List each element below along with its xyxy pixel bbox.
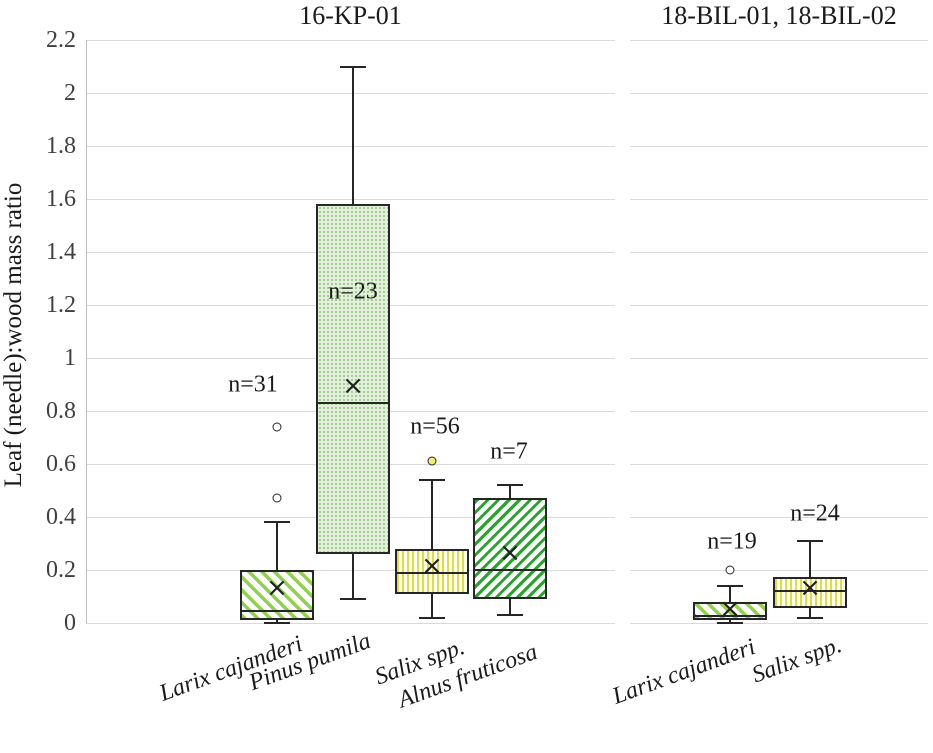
y-tick-label: 0 [64, 610, 76, 636]
whisker-cap-top [264, 521, 290, 524]
whisker-cap-top [340, 65, 366, 68]
y-tick-label: 1.6 [46, 186, 76, 212]
gridline [630, 251, 928, 253]
y-tick-label: 0.8 [46, 398, 76, 424]
whisker-cap-bottom [340, 598, 366, 601]
box-plot-box [773, 576, 847, 609]
whisker-cap-top [419, 478, 445, 481]
n-count-label: n=31 [228, 371, 278, 398]
y-tick-label: 0.4 [46, 504, 76, 530]
mean-marker: × [342, 371, 364, 402]
whisker-cap-top [497, 484, 523, 487]
gridline [86, 569, 615, 571]
mean-marker: × [799, 572, 821, 603]
gridline [630, 622, 928, 624]
whisker-cap-top [717, 584, 743, 587]
x-category-label: Salix spp. [748, 632, 845, 689]
y-tick-label: 1.2 [46, 292, 76, 318]
gridline [630, 198, 928, 200]
gridline [630, 304, 928, 306]
mean-marker: × [499, 538, 521, 569]
panel-title-left: 16-KP-01 [299, 1, 402, 30]
box-plot-box [316, 204, 390, 555]
median-line [773, 590, 847, 593]
y-tick-label: 1.4 [46, 239, 76, 265]
gridline [630, 145, 928, 147]
whisker-cap-bottom [497, 614, 523, 617]
box-plot-box [473, 498, 547, 600]
whisker-cap-bottom [797, 616, 823, 619]
n-count-label: n=24 [790, 500, 840, 527]
n-count-label: n=56 [410, 413, 460, 440]
median-line [473, 569, 547, 571]
y-tick-label: 1 [64, 345, 76, 371]
gridline [86, 622, 615, 624]
box-plot-box [395, 548, 469, 594]
mean-marker: × [719, 593, 741, 624]
panel-title-right: 18-BIL-01, 18-BIL-02 [661, 1, 897, 30]
gridline [630, 569, 928, 571]
median-line [240, 610, 314, 613]
outlier-point [725, 565, 735, 575]
gridline [86, 39, 615, 41]
y-tick-label: 2.2 [46, 27, 76, 53]
gridline [630, 357, 928, 359]
whisker-cap-bottom [419, 616, 445, 619]
gridline [86, 198, 615, 200]
whisker-cap-top [797, 539, 823, 542]
whisker-cap-bottom [264, 622, 290, 624]
x-category-label: Larix cajanderi [609, 634, 759, 710]
outlier-point [427, 456, 437, 466]
n-count-label: n=23 [328, 278, 378, 305]
gridline [630, 39, 928, 41]
gridline [86, 92, 615, 94]
y-tick-label: 1.8 [46, 133, 76, 159]
median-line [395, 571, 469, 574]
whisker [431, 479, 433, 618]
mean-marker: × [266, 572, 288, 603]
outlier-point [272, 422, 282, 432]
n-count-label: n=19 [707, 528, 757, 555]
y-tick-label: 0.2 [46, 557, 76, 583]
y-tick-label: 2 [64, 80, 76, 106]
whisker-cap-bottom [717, 622, 743, 624]
y-axis-title: Leaf (needle):wood mass ratio [0, 182, 27, 488]
gridline [630, 410, 928, 412]
y-axis-line [86, 40, 87, 623]
mean-marker: × [421, 551, 443, 582]
y-tick-label: 0.6 [46, 451, 76, 477]
n-count-label: n=7 [490, 438, 528, 465]
outlier-point [272, 493, 282, 503]
gridline [630, 92, 928, 94]
median-line [316, 402, 390, 405]
gridline [86, 145, 615, 147]
gridline [630, 516, 928, 518]
median-line [693, 615, 767, 618]
gridline [630, 463, 928, 465]
